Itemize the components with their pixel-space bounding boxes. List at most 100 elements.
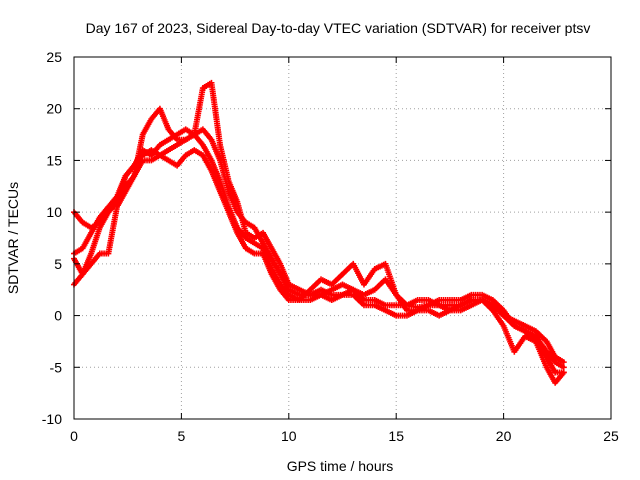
data-point: [251, 224, 258, 231]
data-point: [488, 296, 495, 303]
data-point: [353, 266, 360, 273]
data-point: [497, 309, 504, 316]
data-point: [168, 134, 175, 141]
data-point: [152, 111, 159, 118]
data-point: [358, 275, 365, 282]
data-point: [74, 213, 81, 220]
data-point: [125, 169, 132, 176]
data-point: [390, 288, 397, 295]
data-point: [72, 259, 79, 266]
data-point: [150, 156, 157, 163]
data-point: [374, 283, 381, 290]
data-point: [545, 357, 552, 364]
data-point: [273, 253, 280, 260]
data-point: [337, 282, 344, 289]
data-point: [455, 303, 462, 310]
data-point: [549, 348, 556, 355]
data-point: [124, 185, 131, 192]
data-point: [113, 203, 120, 210]
data-point: [527, 335, 534, 342]
data-point: [75, 264, 82, 271]
data-point: [177, 129, 184, 136]
data-point: [356, 292, 363, 299]
data-point: [334, 275, 341, 282]
data-point: [354, 296, 361, 303]
data-point: [207, 166, 214, 173]
data-point: [436, 312, 443, 319]
data-point: [550, 366, 557, 373]
data-point: [294, 285, 301, 292]
x-tick-label: 10: [281, 428, 297, 444]
data-point: [275, 257, 282, 264]
data-point: [518, 321, 525, 328]
data-point: [500, 307, 507, 314]
data-point: [377, 299, 384, 306]
data-point: [174, 141, 181, 148]
data-point: [272, 262, 279, 269]
data-point: [141, 151, 148, 158]
data-point: [387, 283, 394, 290]
data-point: [486, 304, 493, 311]
data-point: [516, 320, 523, 327]
data-point: [137, 155, 144, 162]
data-point: [107, 206, 114, 213]
data-point: [273, 264, 280, 271]
data-point: [471, 300, 478, 307]
data-point: [503, 328, 510, 335]
data-point: [162, 149, 169, 156]
data-point: [492, 310, 499, 317]
data-point: [548, 354, 555, 361]
data-point: [100, 215, 107, 222]
data-point: [547, 353, 554, 360]
data-point: [377, 280, 384, 287]
data-point: [261, 243, 268, 250]
data-point: [182, 152, 189, 159]
data-point: [283, 283, 290, 290]
data-point: [350, 286, 357, 293]
data-point: [445, 308, 452, 315]
data-point: [207, 135, 214, 142]
data-point: [151, 149, 158, 156]
data-point: [371, 297, 378, 304]
data-point: [537, 332, 544, 339]
data-point: [330, 285, 337, 292]
data-point: [77, 246, 84, 253]
data-point: [325, 295, 332, 302]
data-point: [486, 300, 493, 307]
data-layer: [71, 79, 567, 386]
data-point: [356, 272, 363, 279]
data-point: [512, 347, 519, 354]
data-point: [326, 296, 333, 303]
data-point: [342, 268, 349, 275]
data-point: [547, 345, 554, 352]
data-point: [363, 278, 370, 285]
data-point: [278, 288, 285, 295]
data-point: [85, 235, 92, 241]
data-point: [91, 256, 98, 263]
data-point: [482, 300, 489, 307]
data-point: [258, 236, 265, 243]
data-point: [430, 309, 437, 316]
data-point: [167, 158, 174, 165]
data-point: [253, 228, 260, 235]
data-point: [409, 309, 416, 316]
data-point: [266, 241, 273, 248]
data-point: [532, 333, 539, 340]
tick-layer: 0 5 10 15 20 25 -10 -5 0 5 10 15 20 25: [42, 49, 619, 444]
data-point: [314, 279, 321, 286]
data-point: [489, 307, 496, 314]
data-point: [560, 359, 567, 366]
data-point: [127, 179, 134, 186]
data-point: [111, 196, 118, 203]
data-point: [495, 302, 502, 309]
data-point: [400, 302, 407, 309]
data-point: [251, 240, 258, 247]
data-point: [543, 364, 550, 371]
data-point: [171, 133, 178, 140]
data-point: [300, 288, 307, 295]
data-point: [448, 306, 455, 313]
data-point: [266, 252, 273, 259]
data-point: [187, 129, 194, 136]
data-point: [198, 140, 205, 147]
data-point: [140, 129, 147, 136]
